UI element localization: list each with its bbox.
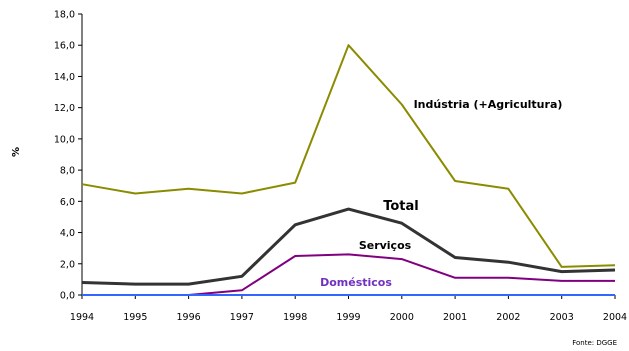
x-tick-label: 1998 — [283, 312, 307, 323]
series-line-0 — [81, 44, 616, 268]
x-tick-label: 2002 — [496, 312, 520, 323]
x-tick-label: 2004 — [603, 312, 627, 323]
x-tick-label: 2003 — [550, 312, 574, 323]
y-tick-label: 18,0 — [54, 10, 75, 21]
series-lines — [81, 44, 616, 296]
y-tick-label: 8,0 — [60, 166, 75, 177]
source-note: Fonte: DGGE — [572, 339, 617, 347]
series-label-1: Total — [383, 199, 419, 214]
x-tick-label: 1996 — [177, 312, 201, 323]
x-tick-label: 2001 — [443, 312, 467, 323]
series-label-0: Indústria (+Agricultura) — [414, 98, 563, 111]
y-axis-label: % — [11, 147, 22, 157]
y-tick-label: 16,0 — [54, 41, 75, 52]
x-tick-label: 1995 — [123, 312, 147, 323]
x-tick-label: 1997 — [230, 312, 254, 323]
series-labels: Indústria (+Agricultura) Total Serviços Dom… — [320, 98, 562, 289]
y-tick-label: 12,0 — [54, 103, 75, 114]
series-label-2: Serviços — [359, 239, 412, 252]
y-tick-label: 10,0 — [54, 134, 75, 145]
series-line-1 — [81, 207, 616, 286]
y-tick-label: 2,0 — [60, 259, 75, 270]
y-axis-ticks: 0,0 2,0 4,0 6,0 8,0 10,0 12,0 14,0 16,0 18,0 — [54, 10, 82, 302]
y-tick-label: 14,0 — [54, 72, 75, 83]
x-axis-ticks: 1994 1995 1996 1997 1998 1999 2000 2001 2002 2003… — [70, 295, 627, 323]
x-tick-label: 1994 — [70, 312, 94, 323]
x-tick-label: 1999 — [336, 312, 360, 323]
x-tick-label: 2000 — [390, 312, 414, 323]
y-tick-label: 0,0 — [60, 291, 75, 302]
y-tick-label: 6,0 — [60, 197, 75, 208]
y-tick-label: 4,0 — [60, 228, 75, 239]
series-label-3: Domésticos — [320, 276, 392, 289]
